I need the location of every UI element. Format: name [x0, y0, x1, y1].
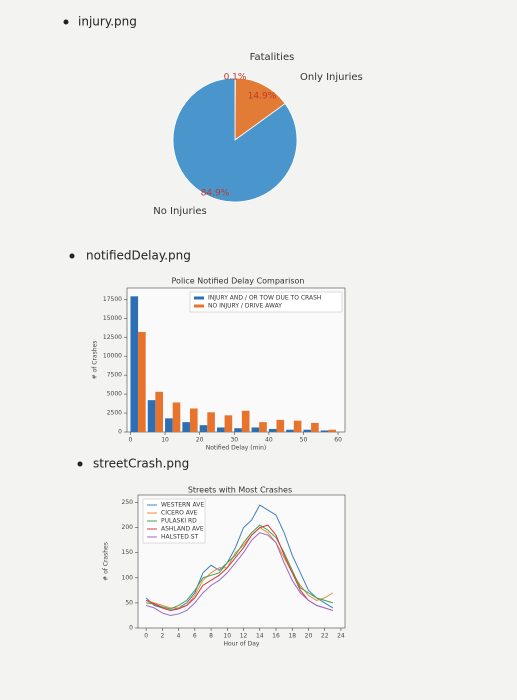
- x-tick-label: 0: [144, 633, 148, 640]
- legend-label: PULASKI RD: [161, 518, 197, 525]
- bar: [172, 402, 181, 432]
- x-tick-label: 10: [161, 437, 169, 444]
- y-tick-label: 200: [122, 524, 134, 531]
- bar: [293, 420, 302, 432]
- y-tick-label: 0: [129, 625, 133, 632]
- bullet-text: injury.png: [78, 15, 137, 29]
- y-tick-label: 7500: [107, 372, 122, 379]
- x-tick-label: 40: [265, 437, 273, 444]
- pie-slice: [172, 77, 298, 203]
- bar: [241, 410, 250, 432]
- x-tick-label: 20: [196, 437, 204, 444]
- bar: [303, 429, 312, 432]
- bullet-text: streetCrash.png: [93, 457, 189, 471]
- legend-label: CICERO AVE: [161, 510, 198, 517]
- series-line: [145, 532, 333, 616]
- slice-value: 84.9%: [201, 189, 230, 199]
- x-tick-label: 8: [209, 633, 213, 640]
- x-tick-label: 22: [321, 633, 329, 640]
- x-tick-label: 12: [240, 633, 248, 640]
- legend-box: [189, 291, 343, 313]
- bar: [182, 422, 190, 432]
- chart-title: Police Notified Delay Comparison: [172, 277, 305, 286]
- x-tick-label: 2: [160, 633, 164, 640]
- y-tick-label: 12500: [103, 334, 122, 341]
- bar: [216, 427, 225, 432]
- x-tick-label: 20: [305, 633, 313, 640]
- y-axis-label: # of Crashes: [92, 341, 99, 380]
- x-axis-label: Hour of Day: [224, 641, 260, 648]
- bullet-text: notifiedDelay.png: [86, 249, 191, 263]
- bullet-dot: [69, 253, 75, 259]
- bar: [311, 422, 319, 432]
- y-tick-label: 150: [122, 549, 134, 556]
- slice-label: Only Injuries: [300, 72, 363, 83]
- bullet-dot: [63, 19, 69, 25]
- slice-label: No Injuries: [153, 206, 206, 217]
- x-tick-label: 14: [256, 633, 264, 640]
- x-tick-label: 30: [230, 437, 238, 444]
- y-tick-label: 5000: [107, 391, 122, 398]
- bar: [147, 400, 156, 432]
- slice-value: 14.9%: [248, 92, 277, 102]
- bullet-dot: [77, 461, 83, 467]
- bar: [276, 419, 285, 432]
- legend-label: INJURY AND / OR TOW DUE TO CRASH: [208, 295, 321, 302]
- series-line: [146, 524, 333, 610]
- y-tick-label: 250: [122, 499, 134, 506]
- y-tick-label: 2500: [107, 410, 122, 417]
- bar: [328, 429, 337, 432]
- bar: [234, 428, 242, 432]
- y-tick-label: 17500: [103, 296, 122, 303]
- x-tick-label: 6: [193, 633, 197, 640]
- bar: [268, 428, 277, 432]
- bar: [130, 296, 139, 432]
- bar: [155, 391, 163, 432]
- legend-label: ASHLAND AVE: [161, 526, 204, 533]
- legend-label: WESTERN AVE: [161, 502, 204, 509]
- bar: [251, 427, 260, 432]
- x-tick-label: 24: [337, 633, 345, 640]
- y-tick-label: 50: [125, 599, 133, 606]
- y-axis-label: # of Crashes: [103, 542, 110, 581]
- slice-label: Fatalities: [250, 52, 295, 63]
- y-tick-label: 100: [122, 574, 134, 581]
- x-tick-label: 0: [129, 437, 133, 444]
- y-tick-label: 15000: [103, 315, 122, 322]
- bar: [320, 430, 329, 432]
- x-tick-label: 16: [272, 633, 280, 640]
- pie-slice: [234, 77, 286, 141]
- bar: [165, 418, 173, 432]
- y-tick-label: 0: [118, 429, 122, 436]
- bar: [189, 408, 198, 432]
- x-axis-label: Notified Delay (min): [206, 445, 266, 452]
- bar: [207, 412, 215, 432]
- x-tick-label: 10: [223, 633, 231, 640]
- x-tick-label: 18: [288, 633, 296, 640]
- legend-label: NO INJURY / DRIVE AWAY: [208, 303, 282, 310]
- bar: [138, 331, 146, 432]
- legend-label: HALSTED ST: [161, 534, 199, 541]
- bar: [224, 415, 233, 432]
- y-tick-label: 10000: [103, 353, 122, 360]
- bar: [286, 429, 294, 432]
- bar: [259, 422, 267, 432]
- series-line: [145, 524, 333, 611]
- x-tick-label: 4: [177, 633, 181, 640]
- x-tick-label: 50: [300, 437, 308, 444]
- slice-value: 0.1%: [224, 73, 247, 83]
- x-tick-label: 60: [334, 437, 342, 444]
- chart-title: Streets with Most Crashes: [188, 486, 292, 495]
- bar: [199, 425, 208, 432]
